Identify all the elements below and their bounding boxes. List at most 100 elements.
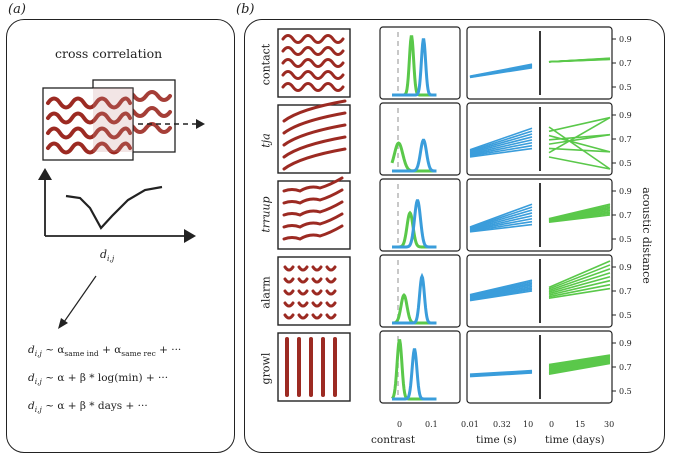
- ytick-label-0-2: 0.5: [619, 83, 632, 92]
- time-days-line-1-6: [548, 116, 611, 133]
- contour-row-1-0: [282, 99, 347, 123]
- time-days-line-1-7: [548, 126, 611, 170]
- formula-pointer-line: [63, 275, 97, 323]
- time-days-line-4-1: [548, 361, 611, 374]
- contrast-tick-0.1: 0.1: [425, 420, 438, 429]
- contour-row-3-0: [283, 265, 337, 272]
- time-seconds-line-1-4: [469, 136, 533, 154]
- shift-arrow-head: [196, 119, 205, 129]
- acoustic-distance-label: acoustic distance: [639, 187, 653, 284]
- time-seconds-line-3-1: [469, 288, 533, 301]
- time-tick-0.01: 0.01: [461, 420, 479, 429]
- time-days-line-2-7: [548, 203, 611, 220]
- contour-row-2-3: [282, 212, 344, 229]
- time-tick-10: 10: [523, 420, 534, 429]
- contour-row-1-3: [282, 135, 347, 159]
- time-days-line-1-1: [548, 116, 611, 154]
- formula-pointer-head: [58, 318, 68, 329]
- cc-axis-label: di,j: [100, 248, 115, 264]
- time-days-line-1-0: [548, 156, 611, 170]
- contour-row-1-2: [282, 123, 347, 147]
- time-seconds-line-3-2: [469, 287, 533, 300]
- contour-row-3-3: [283, 301, 337, 308]
- contour-row-2-4: [282, 224, 344, 241]
- time-seconds-line-2-1: [469, 220, 533, 232]
- spectrogram-front-contours: [46, 96, 132, 155]
- contrast-axis-label: contrast: [371, 434, 416, 446]
- time-seconds-line-2-7: [469, 203, 533, 228]
- ytick-label-1-0: 0.9: [619, 111, 632, 120]
- time-seconds-line-1-5: [469, 133, 533, 153]
- time-seconds-line-1-0: [469, 147, 533, 158]
- contour-row-1-1: [282, 111, 347, 135]
- time-seconds-line-3-5: [469, 282, 533, 298]
- contour-row-0-4: [281, 82, 345, 92]
- ytick-label-4-1: 0.7: [619, 363, 632, 372]
- contour-row-0-0: [281, 34, 345, 44]
- ytick-label-4-0: 0.9: [619, 339, 632, 348]
- time-seconds-line-1-7: [469, 127, 533, 151]
- time-seconds-line-1-3: [469, 139, 533, 155]
- cc-x-arrow: [184, 229, 196, 243]
- spectrogram-thumb-row-4: [277, 332, 351, 402]
- time-days-line-4-4: [548, 357, 611, 370]
- density-blue-row-3: [392, 272, 437, 325]
- density-blue-row-0: [392, 38, 437, 97]
- density-blue-row-1: [392, 138, 437, 173]
- panel-a-label: (a): [8, 2, 26, 17]
- time-seconds-line-2-0: [469, 223, 533, 233]
- ytick-label-1-2: 0.5: [619, 159, 632, 168]
- time-days-line-4-3: [548, 359, 611, 371]
- time-days-line-1-5: [548, 134, 611, 153]
- density-blue-row-2: [392, 199, 437, 249]
- contour-row-0-2: [281, 58, 345, 68]
- ytick-label-2-2: 0.5: [619, 235, 632, 244]
- panel-a-frame: [6, 19, 235, 453]
- contour-row-3-4: [283, 313, 337, 320]
- time-days-line-4-6: [548, 355, 611, 367]
- contrast-plot-row-1: [379, 102, 461, 176]
- cross-correlation-title: cross correlation: [55, 46, 163, 61]
- time-days-axis-label: time (days): [545, 434, 605, 446]
- ytick-label-2-1: 0.7: [619, 211, 632, 220]
- time-seconds-line-4-7: [469, 369, 533, 375]
- time-days-line-4-5: [548, 356, 611, 369]
- formula-3: di,j ~ α + β * days + ···: [28, 400, 148, 415]
- panel-b-frame: [244, 19, 665, 453]
- time-seconds-line-1-1: [469, 144, 533, 157]
- contour-row-2-1: [282, 188, 344, 205]
- ytick-label-1-1: 0.7: [619, 135, 632, 144]
- time-seconds-line-2-6: [469, 206, 533, 229]
- contour-row-3-2: [283, 289, 337, 296]
- time-days-line-4-7: [548, 354, 611, 366]
- time-days-line-3-2: [548, 279, 611, 296]
- formula-2: di,j ~ α + β * log(min) + ···: [28, 372, 169, 387]
- time-seconds-line-2-2: [469, 217, 533, 232]
- time-days-line-3-4: [548, 272, 611, 293]
- time-seconds-line-3-6: [469, 280, 533, 297]
- ytick-label-3-1: 0.7: [619, 287, 632, 296]
- time-seconds-line-3-7: [469, 279, 533, 296]
- time-seconds-line-3-0: [469, 290, 533, 302]
- cc-y-arrow: [38, 168, 52, 180]
- cc-curve: [65, 185, 163, 230]
- ytick-label-0-1: 0.7: [619, 59, 632, 68]
- time-days-line-3-0: [548, 287, 611, 299]
- time-days-line-4-0: [548, 362, 611, 375]
- time-seconds-line-2-4: [469, 212, 533, 230]
- time-days-line-0-7: [548, 57, 611, 63]
- ytick-label-2-0: 0.9: [619, 187, 632, 196]
- time-days-line-3-5: [548, 268, 611, 292]
- time-seconds-line-2-3: [469, 215, 533, 231]
- contour-row-2-2: [282, 200, 344, 217]
- density-blue-row-4: [392, 348, 437, 401]
- contour-row-0-1: [281, 46, 345, 56]
- overlap-region: [93, 88, 133, 152]
- time-seconds-line-1-2: [469, 141, 533, 156]
- ytick-label-4-2: 0.5: [619, 387, 632, 396]
- days-tick-30: 30: [604, 420, 615, 429]
- time-tick-0.32: 0.32: [493, 420, 511, 429]
- time-days-line-1-2: [548, 147, 611, 153]
